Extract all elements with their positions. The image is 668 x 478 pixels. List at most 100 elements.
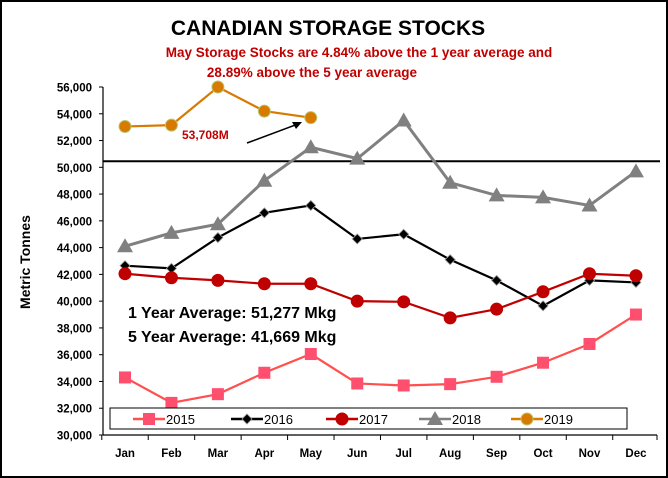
data-point-2015-Mar — [211, 388, 224, 401]
legend-marker-2017 — [335, 412, 349, 426]
x-tick-label: Sep — [486, 448, 507, 460]
data-point-2018-May — [302, 139, 319, 154]
data-point-2017-Sep — [490, 302, 504, 316]
x-tick-label: May — [300, 448, 323, 460]
data-point-2017-Jul — [397, 295, 411, 309]
series-line-2018 — [124, 118, 637, 248]
data-point-2017-Oct — [536, 285, 550, 299]
y-tick-label: 38,000 — [57, 323, 92, 335]
x-tick-label: Dec — [625, 448, 647, 460]
x-tick-label: Apr — [254, 448, 274, 460]
legend-label-2019: 2019 — [544, 412, 573, 427]
data-point-2015-Jun — [351, 377, 364, 390]
data-point-2018-Jul — [395, 112, 412, 127]
data-point-2015-Aug — [444, 378, 457, 391]
data-point-2018-Jun — [349, 150, 366, 165]
data-point-2015-Nov — [583, 337, 596, 350]
chart-subtitle-line-2: 28.89% above the 5 year average — [207, 65, 418, 80]
data-point-2019-Apr — [257, 104, 271, 118]
chart-title: CANADIAN STORAGE STOCKS — [171, 17, 485, 40]
data-point-2018-Sep — [488, 187, 505, 202]
legend-marker-2016 — [241, 413, 253, 425]
legend-marker-2015 — [143, 413, 155, 425]
x-tick-label: Jun — [347, 448, 367, 460]
data-point-2015-Sep — [490, 370, 503, 383]
series-2015 — [119, 308, 642, 409]
callout-arrow — [246, 123, 299, 144]
data-point-2019-Mar — [211, 80, 225, 94]
x-tick-label: Oct — [533, 448, 552, 460]
y-tick-label: 56,000 — [57, 83, 92, 95]
y-tick-label: 32,000 — [57, 404, 92, 416]
x-tick-label: Feb — [161, 448, 181, 460]
legend-label-2015: 2015 — [166, 412, 195, 427]
y-tick-label: 40,000 — [57, 297, 92, 309]
data-point-2016-Mar — [212, 232, 224, 244]
data-point-2018-Aug — [442, 174, 459, 189]
y-axis-label: Metric Tonnes — [17, 215, 33, 309]
x-tick-label: Mar — [208, 448, 229, 460]
y-tick-label: 44,000 — [57, 243, 92, 255]
y-tick-label: 52,000 — [57, 136, 92, 148]
data-point-2016-Jul — [398, 228, 410, 240]
chart-subtitle-line-1: May Storage Stocks are 4.84% above the 1… — [166, 45, 552, 60]
y-tick-label: 34,000 — [57, 377, 92, 389]
data-point-2015-May — [304, 348, 317, 361]
data-point-2018-Oct — [535, 189, 552, 204]
y-tick-label: 48,000 — [57, 190, 92, 202]
series-2018 — [117, 112, 644, 253]
data-point-2017-Apr — [257, 277, 271, 291]
data-point-2018-Nov — [581, 197, 598, 212]
data-point-2017-Dec — [629, 269, 643, 283]
data-point-2016-Jun — [351, 233, 363, 245]
legend-marker-2019 — [520, 412, 534, 426]
data-point-2017-Aug — [443, 311, 457, 325]
y-tick-label: 50,000 — [57, 163, 92, 175]
data-point-2019-Jan — [118, 119, 132, 133]
series-line-2015 — [124, 313, 637, 405]
one-year-average: 1 Year Average: 51,277 Mkg — [128, 305, 336, 322]
callout-arrowhead — [292, 122, 302, 129]
x-tick-label: Aug — [439, 448, 461, 460]
data-point-2016-May — [305, 199, 317, 212]
series-line-2017 — [124, 272, 636, 320]
data-point-2018-Apr — [256, 172, 273, 187]
data-point-2015-Jul — [397, 379, 410, 392]
data-point-2016-Oct — [537, 300, 549, 312]
legend-label-2016: 2016 — [264, 412, 293, 427]
data-point-2019-May — [304, 111, 318, 125]
legend-label-2017: 2017 — [359, 412, 388, 427]
data-point-2015-Jan — [119, 371, 131, 384]
data-point-2015-Feb — [165, 396, 178, 409]
y-tick-label: 36,000 — [57, 350, 92, 362]
data-point-2017-Feb — [164, 271, 178, 285]
data-point-2016-Sep — [491, 274, 503, 286]
y-tick-label: 42,000 — [57, 270, 92, 282]
data-point-2018-Feb — [163, 224, 180, 239]
data-point-2018-Mar — [209, 216, 226, 231]
y-tick-label: 46,000 — [57, 216, 92, 228]
data-point-2018-Jan — [117, 238, 133, 253]
legend-marker-2018 — [427, 411, 443, 425]
x-tick-label: Jan — [115, 448, 135, 460]
data-point-2017-Jun — [350, 294, 364, 308]
y-tick-label: 54,000 — [57, 109, 92, 121]
data-point-2017-Nov — [583, 267, 596, 281]
data-point-2017-May — [304, 277, 318, 291]
data-point-2015-Apr — [258, 366, 271, 379]
five-year-average: 5 Year Average: 41,669 Mkg — [128, 329, 336, 346]
data-point-2017-Jan — [118, 267, 132, 281]
series-2016 — [119, 199, 642, 312]
legend — [109, 407, 628, 430]
series-line-2016 — [124, 204, 636, 308]
x-tick-label: Nov — [579, 448, 601, 460]
data-point-2016-Apr — [258, 207, 270, 219]
x-tick-label: Jul — [395, 448, 412, 460]
data-point-2016-Aug — [444, 254, 456, 266]
series-2017 — [118, 267, 643, 325]
legend-label-2018: 2018 — [452, 412, 481, 427]
data-point-2015-Dec — [629, 308, 642, 321]
callout-label: 53,708M — [182, 128, 229, 142]
